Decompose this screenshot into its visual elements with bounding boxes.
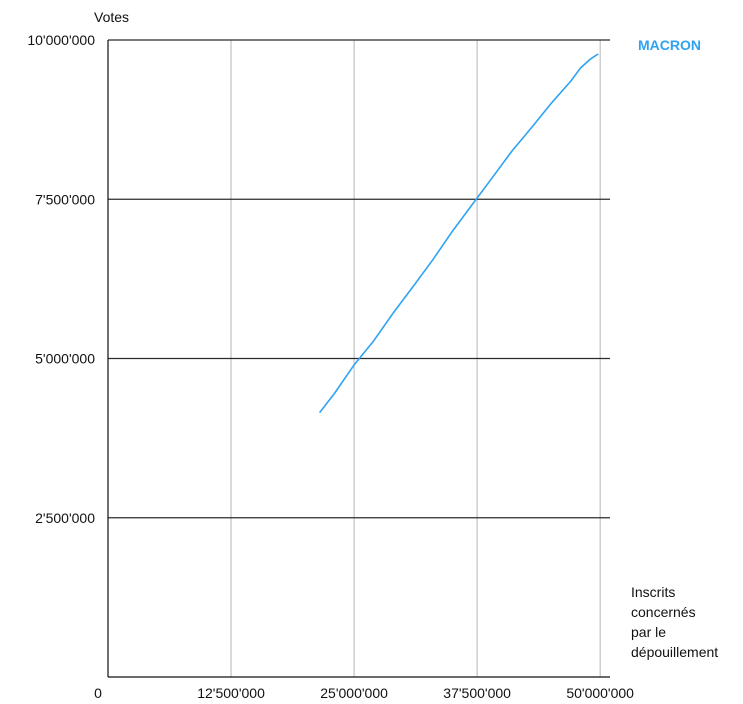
x-tick-label: 25'000'000 bbox=[320, 685, 388, 701]
x-tick-label: 50'000'000 bbox=[566, 685, 634, 701]
series-lines bbox=[318, 53, 599, 414]
y-tick-label: 7'500'000 bbox=[35, 191, 95, 207]
plot-frame bbox=[107, 40, 610, 678]
x-tick-label: 0 bbox=[94, 685, 102, 701]
x-tick-labels: 0 12'500'000 25'000'000 37'500'000 50'000'00… bbox=[94, 685, 634, 701]
y-tick-label: 10'000'000 bbox=[27, 32, 95, 48]
y-tick-label: 2'500'000 bbox=[35, 510, 95, 526]
series-labels: MACRON bbox=[638, 37, 701, 53]
x-axis-title-line: dépouillement bbox=[631, 644, 718, 660]
x-axis-title-line: concernés bbox=[631, 604, 696, 620]
series-label-macron: MACRON bbox=[638, 37, 701, 53]
x-tick-label: 37'500'000 bbox=[443, 685, 511, 701]
y-tick-labels: 2'500'000 5'000'000 7'500'000 10'000'000 bbox=[27, 32, 95, 526]
y-tick-label: 5'000'000 bbox=[35, 351, 95, 367]
x-axis-title-line: Inscrits bbox=[631, 584, 675, 600]
x-axis-title: Inscrits concernés par le dépouillement bbox=[631, 584, 718, 660]
series-line-macron bbox=[318, 53, 599, 414]
x-tick-label: 12'500'000 bbox=[197, 685, 265, 701]
x-axis-title-line: par le bbox=[631, 624, 666, 640]
y-axis-title: Votes bbox=[94, 9, 129, 25]
